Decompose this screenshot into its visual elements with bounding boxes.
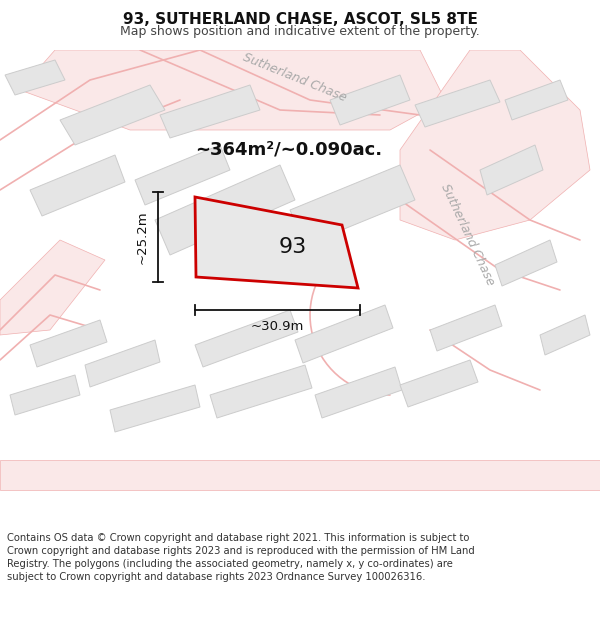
Polygon shape — [430, 305, 502, 351]
Text: ~25.2m: ~25.2m — [136, 210, 149, 264]
Polygon shape — [0, 460, 600, 490]
Text: 93, SUTHERLAND CHASE, ASCOT, SL5 8TE: 93, SUTHERLAND CHASE, ASCOT, SL5 8TE — [122, 12, 478, 28]
Polygon shape — [5, 60, 65, 95]
Polygon shape — [10, 375, 80, 415]
Polygon shape — [400, 360, 478, 407]
Text: Sutherland Chase: Sutherland Chase — [439, 182, 497, 288]
Polygon shape — [505, 80, 568, 120]
Polygon shape — [60, 85, 165, 145]
Polygon shape — [495, 240, 557, 286]
Polygon shape — [400, 50, 590, 240]
Polygon shape — [30, 320, 107, 367]
Polygon shape — [160, 85, 260, 138]
Text: ~364m²/~0.090ac.: ~364m²/~0.090ac. — [195, 141, 382, 159]
Polygon shape — [195, 197, 358, 288]
Polygon shape — [20, 50, 445, 130]
Polygon shape — [85, 340, 160, 387]
Text: Contains OS data © Crown copyright and database right 2021. This information is : Contains OS data © Crown copyright and d… — [7, 533, 475, 582]
Polygon shape — [415, 80, 500, 127]
Polygon shape — [0, 240, 105, 335]
Polygon shape — [290, 165, 415, 245]
Polygon shape — [210, 365, 312, 418]
Polygon shape — [480, 145, 543, 195]
Polygon shape — [135, 145, 230, 205]
Polygon shape — [110, 385, 200, 432]
Polygon shape — [330, 75, 410, 125]
Text: Map shows position and indicative extent of the property.: Map shows position and indicative extent… — [120, 24, 480, 38]
Polygon shape — [155, 165, 295, 255]
Text: Sutherland Chase: Sutherland Chase — [241, 50, 349, 104]
Text: 93: 93 — [278, 237, 307, 257]
Polygon shape — [30, 155, 125, 216]
Text: ~30.9m: ~30.9m — [251, 319, 304, 332]
Polygon shape — [295, 305, 393, 363]
Polygon shape — [315, 367, 402, 418]
Polygon shape — [195, 310, 298, 367]
Polygon shape — [540, 315, 590, 355]
